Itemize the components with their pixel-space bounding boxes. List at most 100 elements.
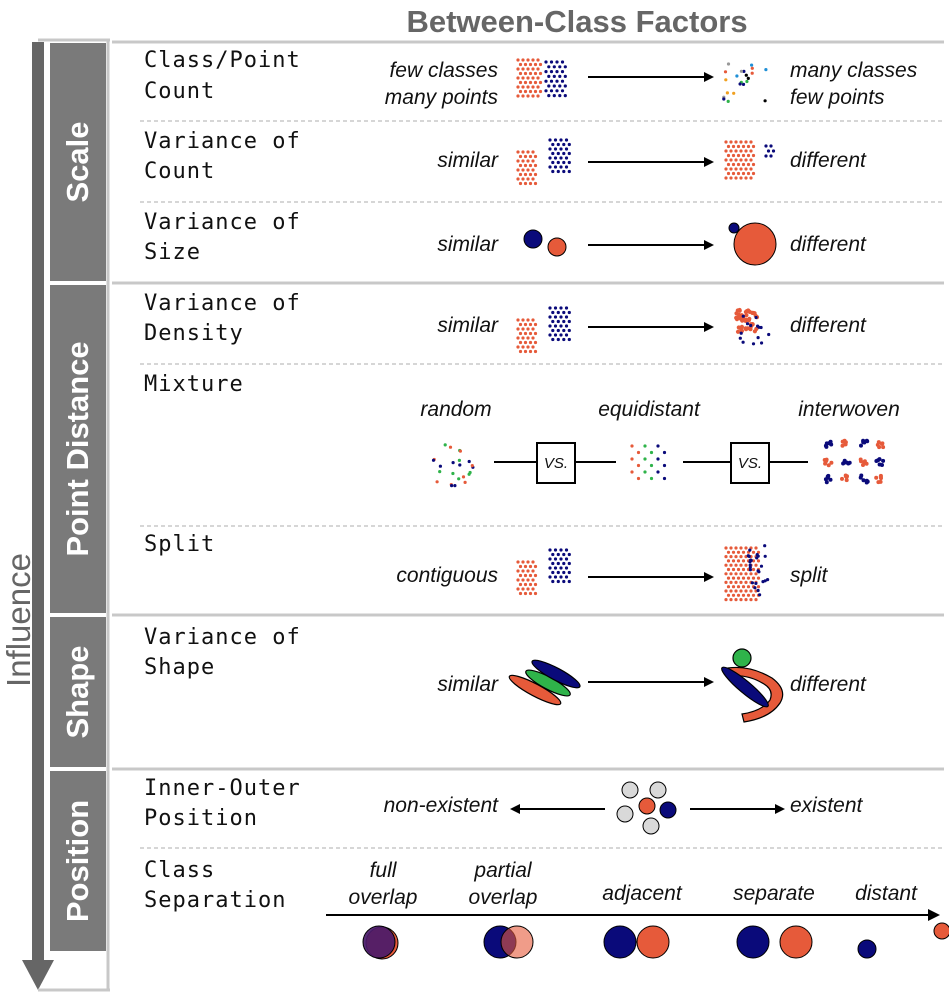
scatter-point (551, 319, 555, 324)
scatter-point (559, 548, 563, 552)
scatter-point (739, 140, 743, 144)
scatter-point (564, 324, 569, 328)
scatter-point (552, 84, 556, 88)
factor-name-line2: Density (144, 321, 244, 346)
scatter-point (564, 156, 569, 160)
scatter-point (528, 181, 533, 186)
scatter-point (533, 181, 538, 186)
scatter-point (754, 572, 758, 576)
scatter-point (662, 476, 667, 481)
scatter-point (842, 438, 847, 443)
scatter-point (877, 445, 882, 450)
scatter-point (740, 318, 745, 323)
scatter-point (735, 329, 741, 334)
scatter-point (521, 85, 525, 89)
scatter-point (438, 470, 442, 474)
scatter-point (636, 476, 641, 481)
row-class-point-count: Class/Point Count few classes many point… (144, 48, 918, 109)
scatter-point (744, 176, 748, 180)
scatter-point (516, 569, 520, 573)
scatter-point (556, 552, 560, 557)
scatter-point (724, 167, 728, 171)
scatter-point (751, 576, 756, 580)
scatter-point (558, 94, 562, 98)
full-overlap-navy (362, 925, 396, 959)
scatter-point (746, 318, 752, 323)
distant-orange (933, 922, 949, 940)
scatter-point (531, 318, 535, 322)
scatter-point (518, 573, 523, 578)
scatter-point (749, 598, 753, 602)
scatter-point (521, 94, 525, 98)
scatter-point (564, 566, 569, 570)
scatter-point (829, 460, 834, 465)
scatter-point (744, 598, 748, 602)
scatter-point (731, 171, 736, 176)
scatter-point (739, 546, 743, 550)
group-label-position: Position (60, 800, 95, 922)
vs-label-1: VS. (544, 455, 568, 472)
scatter-point (726, 162, 731, 167)
scatter-point (859, 473, 864, 478)
scatter-point (526, 94, 530, 98)
scatter-point (553, 156, 558, 160)
scatter-point (726, 153, 731, 158)
scatter-point (552, 65, 556, 69)
scatter-point (551, 142, 555, 147)
scatter-point (763, 554, 767, 558)
scatter-point (558, 65, 562, 69)
scatter-point (724, 546, 728, 550)
scatter-point (531, 587, 535, 591)
scatter-point (548, 575, 552, 579)
stage-adjacent: adjacent (602, 882, 683, 905)
scatter-point (551, 579, 555, 584)
scatter-point (458, 449, 462, 453)
adjacent-navy (603, 925, 637, 959)
scatter-point (518, 181, 523, 186)
scatter-point (516, 76, 520, 80)
scatter-point (562, 160, 566, 165)
scatter-point (729, 140, 733, 144)
scatter-point (643, 470, 647, 474)
scatter-point (824, 444, 829, 449)
scatter-point (751, 593, 756, 597)
scatter-point (746, 171, 751, 176)
scatter-point (732, 91, 736, 95)
scatter-point (564, 575, 569, 579)
scatter-point (751, 550, 756, 554)
scatter-point (559, 306, 563, 310)
scatter-point (742, 69, 746, 73)
scatter-point (457, 477, 461, 481)
scatter-point (823, 477, 828, 482)
scatter-point (548, 333, 552, 337)
scatter-point (431, 458, 436, 462)
scatter-point (724, 598, 728, 602)
scatter-point (731, 162, 736, 167)
scatter-point (756, 569, 760, 573)
scatter-point (531, 85, 535, 89)
scatter-point (538, 80, 543, 85)
scatter-point (734, 149, 738, 153)
scatter-point (531, 327, 535, 331)
stage-distant: distant (855, 882, 918, 905)
scatter-point (840, 476, 844, 481)
scatter-point (562, 337, 566, 342)
scatter-point (726, 550, 731, 554)
row-variance-of-size: Variance of Size similar different (144, 210, 867, 266)
scatter-point (559, 575, 563, 579)
scatter-point (544, 70, 548, 74)
influence-axis: Influence (0, 42, 54, 990)
scatter-point (450, 484, 454, 488)
scatter-point (547, 84, 551, 88)
scatter-point (523, 573, 528, 578)
scatter-point (553, 306, 558, 310)
scatter-point (528, 89, 533, 94)
scatter-point (553, 147, 558, 151)
scatter-point (749, 167, 753, 171)
scatter-point (538, 71, 543, 76)
scatter-point (551, 151, 555, 156)
scatter-point (746, 162, 751, 167)
scatter-point (551, 570, 555, 575)
scatter-point (521, 587, 525, 591)
scatter-point (747, 309, 752, 314)
